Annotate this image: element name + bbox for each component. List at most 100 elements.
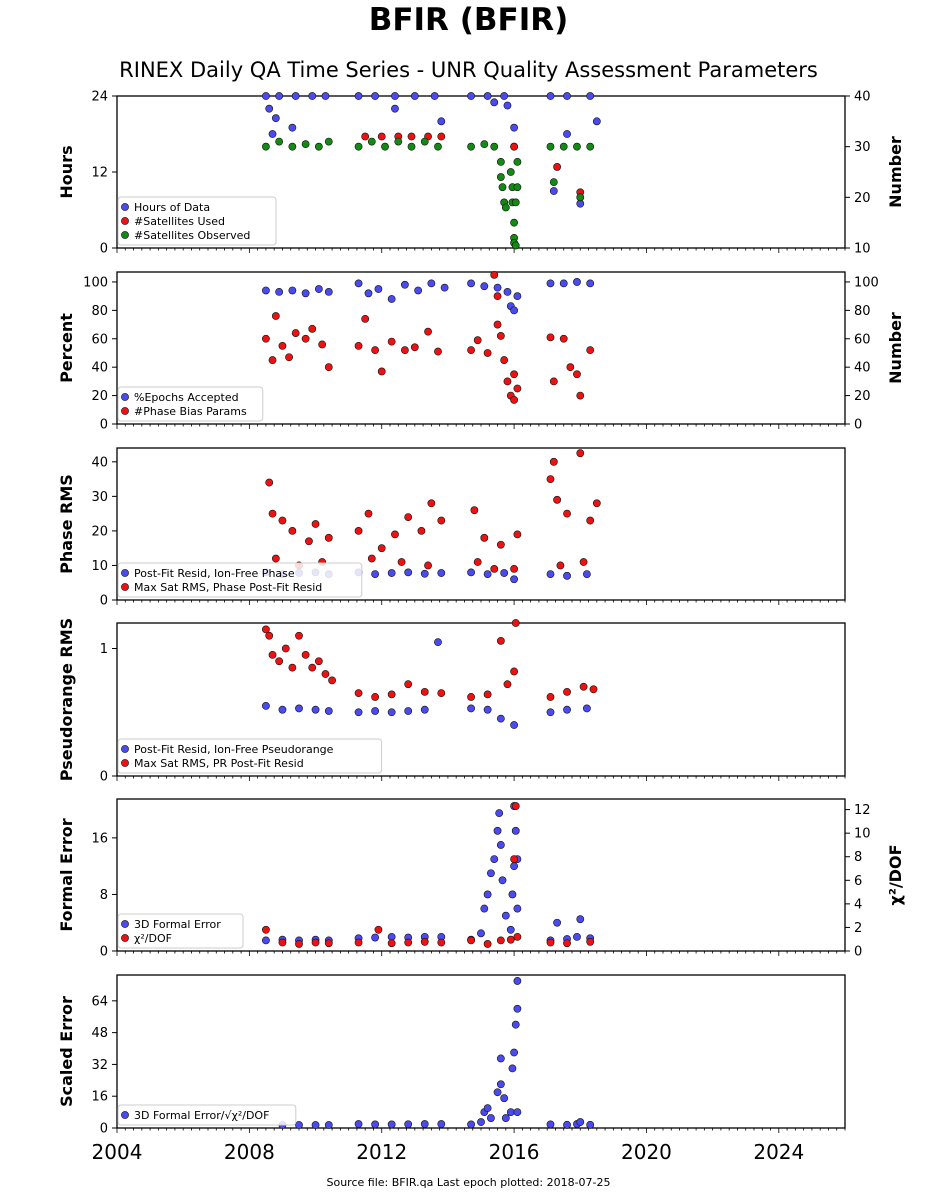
data-point bbox=[404, 513, 413, 521]
data-point bbox=[549, 178, 558, 187]
data-point bbox=[503, 101, 512, 110]
data-point bbox=[354, 527, 363, 535]
data-point bbox=[371, 92, 380, 100]
data-point bbox=[563, 687, 571, 696]
x-tick-label: 2024 bbox=[753, 1140, 804, 1164]
y-tick-label-left: 64 bbox=[91, 994, 108, 1009]
y-tick-label-right: 20 bbox=[854, 191, 871, 206]
y-tick-label-right: 40 bbox=[854, 361, 871, 376]
y-axis-label-right: Number bbox=[886, 136, 905, 208]
data-point bbox=[278, 516, 287, 525]
data-point bbox=[490, 142, 499, 151]
data-point bbox=[579, 558, 588, 566]
data-point bbox=[314, 285, 323, 293]
y-tick-label-right: 60 bbox=[854, 332, 871, 347]
data-point bbox=[546, 279, 555, 288]
legend-box bbox=[117, 913, 244, 949]
legend-label: Post-Fit Resid, Ion-Free Pseudorange bbox=[134, 743, 334, 756]
data-point bbox=[467, 346, 475, 355]
data-point bbox=[437, 569, 446, 577]
data-point bbox=[495, 809, 504, 818]
data-point bbox=[506, 935, 515, 944]
x-tick-label: 2016 bbox=[489, 1140, 540, 1164]
data-point bbox=[268, 130, 277, 138]
data-point bbox=[424, 327, 432, 336]
data-point bbox=[467, 1120, 475, 1129]
legend-label: 3D Formal Error bbox=[134, 918, 221, 931]
y-tick-label-right: 30 bbox=[854, 140, 871, 155]
data-point bbox=[576, 449, 585, 458]
legend-marker bbox=[121, 217, 129, 225]
data-point bbox=[496, 636, 505, 645]
data-point bbox=[437, 1120, 446, 1128]
data-point bbox=[483, 92, 492, 100]
data-point bbox=[434, 347, 442, 356]
legend: Hours of Data#Satellites Used#Satellites… bbox=[117, 196, 277, 246]
data-point bbox=[308, 324, 317, 333]
data-point bbox=[563, 571, 571, 580]
data-point bbox=[500, 569, 509, 577]
data-point bbox=[490, 270, 499, 279]
data-point bbox=[354, 92, 363, 100]
data-point bbox=[553, 495, 562, 504]
data-point bbox=[311, 1121, 320, 1129]
data-point bbox=[589, 685, 598, 694]
data-point bbox=[265, 478, 274, 487]
series-2 bbox=[361, 132, 585, 197]
data-point bbox=[262, 334, 270, 343]
data-point bbox=[265, 631, 274, 640]
legend-label: #Satellites Used bbox=[134, 215, 225, 228]
data-point bbox=[573, 370, 581, 379]
data-point bbox=[437, 516, 446, 525]
data-point bbox=[496, 540, 505, 549]
data-point bbox=[579, 682, 588, 691]
y-tick-label-left: 32 bbox=[91, 1058, 108, 1073]
y-axis-label-left: Pseudorange RMS bbox=[57, 618, 76, 781]
data-point bbox=[354, 938, 363, 947]
data-point bbox=[510, 575, 518, 584]
data-point bbox=[586, 516, 595, 525]
y-tick-label-right: 40 bbox=[854, 90, 871, 105]
data-point bbox=[513, 932, 522, 941]
x-tick-label: 2004 bbox=[92, 1140, 143, 1164]
data-point bbox=[586, 92, 595, 100]
data-point bbox=[288, 663, 297, 672]
y-tick-label-left: 12 bbox=[91, 166, 108, 181]
y-axis-label-left: Formal Error bbox=[57, 818, 76, 931]
data-point bbox=[496, 936, 505, 945]
data-point bbox=[291, 92, 300, 100]
data-point bbox=[391, 530, 399, 539]
data-point bbox=[546, 475, 555, 483]
data-point bbox=[467, 693, 475, 701]
y-tick-label-right: 4 bbox=[854, 897, 862, 912]
data-point bbox=[288, 286, 297, 295]
data-point bbox=[377, 132, 386, 141]
legend-label: 3D Formal Error/√χ²/DOF bbox=[134, 1109, 269, 1122]
data-point bbox=[268, 650, 277, 659]
data-point bbox=[513, 977, 522, 985]
legend-marker bbox=[121, 393, 129, 401]
data-point bbox=[417, 527, 426, 535]
data-point bbox=[510, 667, 518, 676]
panel-3: 0 10 20 30 40 Phase RMS Post-Fit Resid, Ion-Fr… bbox=[57, 447, 846, 609]
data-point bbox=[549, 457, 558, 466]
data-point bbox=[404, 707, 413, 715]
data-point bbox=[268, 509, 277, 518]
data-point bbox=[387, 939, 396, 948]
data-point bbox=[513, 1108, 522, 1117]
data-point bbox=[513, 530, 522, 539]
y-tick-label-left: 40 bbox=[91, 361, 108, 376]
data-point bbox=[311, 520, 320, 528]
data-point bbox=[387, 708, 396, 717]
data-point bbox=[573, 142, 581, 151]
data-point bbox=[546, 1120, 555, 1129]
data-point bbox=[576, 915, 585, 924]
y-axis-label-left: Phase RMS bbox=[57, 474, 76, 574]
data-point bbox=[314, 142, 323, 151]
legend-box bbox=[117, 196, 277, 246]
data-point bbox=[281, 644, 290, 653]
data-point bbox=[483, 1104, 492, 1113]
data-point bbox=[510, 306, 518, 315]
data-point bbox=[546, 570, 555, 578]
